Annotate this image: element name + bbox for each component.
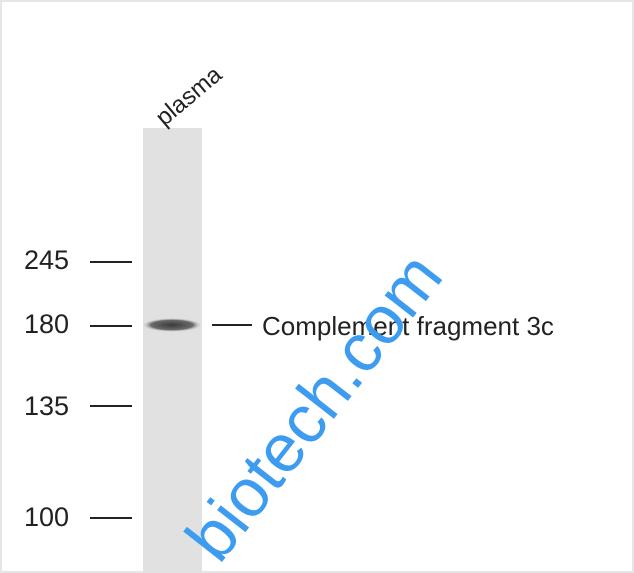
frame <box>1 1 633 572</box>
marker-label: 245 <box>24 245 69 275</box>
blot-figure: plasma 245 180 135 100 Complement fragme… <box>0 0 634 573</box>
band <box>142 318 202 332</box>
marker-label: 180 <box>24 309 69 339</box>
marker-label: 100 <box>24 502 69 532</box>
marker-label: 135 <box>24 391 69 421</box>
